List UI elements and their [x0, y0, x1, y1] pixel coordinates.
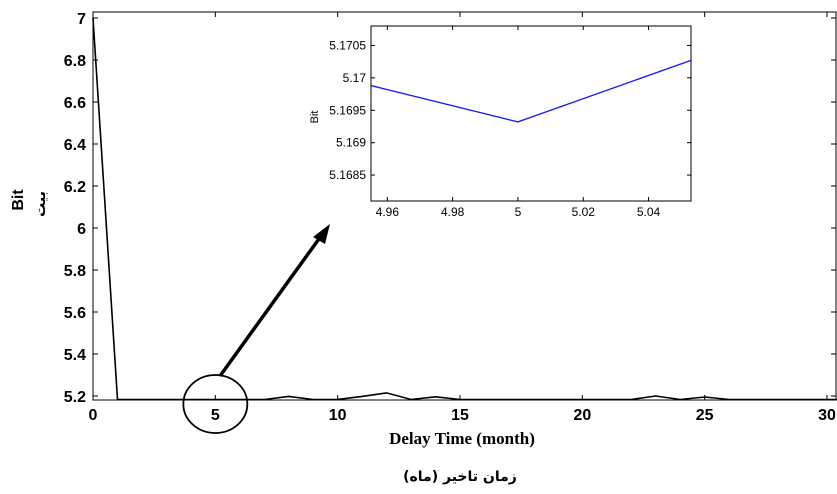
inset-x-tick-label: 4.96 — [376, 205, 400, 219]
inset-y-tick-label: 5.169 — [336, 136, 366, 150]
y-tick-label: 5.4 — [64, 347, 86, 364]
inset-x-tick-label: 5.02 — [572, 205, 596, 219]
inset-x-tick-label: 4.98 — [441, 205, 465, 219]
inset-y-tick-label: 5.1685 — [329, 168, 366, 182]
zoom-arrow-head — [313, 224, 330, 244]
y-tick-label: 6.2 — [64, 179, 86, 196]
x-tick-label: 0 — [89, 407, 98, 424]
inset-y-axis-label: Bit — [309, 111, 321, 124]
x-tick-label: 20 — [573, 407, 591, 424]
zoom-arrow — [218, 234, 323, 378]
x-axis-label-persian: زمان تاخیر (ماه) — [403, 469, 517, 485]
x-tick-label: 5 — [211, 407, 220, 424]
inset-x-tick-label: 5 — [515, 205, 522, 219]
y-tick-label: 5.6 — [64, 305, 86, 322]
y-tick-label: 6.6 — [64, 95, 86, 112]
y-tick-label: 6.4 — [64, 137, 86, 154]
main-axis-ticks: 0 5 10 15 20 25 30 5.2 5.4 5.6 5.8 6 6.2 6.4 6.6 6.8 7 — [64, 11, 836, 424]
highlight-circle — [182, 374, 249, 434]
x-tick-label: 30 — [818, 407, 836, 424]
inset-x-tick-label: 5.04 — [637, 205, 661, 219]
x-tick-label: 25 — [696, 407, 714, 424]
y-tick-label: 7 — [77, 11, 86, 28]
y-axis-label-persian: بیت — [33, 191, 49, 217]
y-tick-label: 5.2 — [64, 389, 86, 406]
x-tick-label: 10 — [329, 407, 347, 424]
y-tick-label: 6.8 — [64, 53, 86, 70]
y-tick-label: 5.8 — [64, 263, 86, 280]
inset-y-tick-label: 5.1705 — [329, 38, 366, 52]
inset-axis-ticks: 4.96 4.98 5 5.02 5.04 5.1685 5.169 5.1695 5.17 5.… — [329, 26, 691, 219]
x-tick-label: 15 — [451, 407, 469, 424]
y-tick-label: 6 — [77, 221, 86, 238]
inset-plot-area — [370, 25, 692, 202]
x-axis-label: Delay Time (month) — [389, 429, 535, 448]
inset-y-tick-label: 5.1695 — [329, 103, 366, 117]
inset-y-tick-label: 5.17 — [343, 71, 367, 85]
inset-series-line — [370, 59, 692, 123]
main-series-line — [92, 17, 837, 401]
y-axis-label: Bit — [10, 189, 27, 211]
